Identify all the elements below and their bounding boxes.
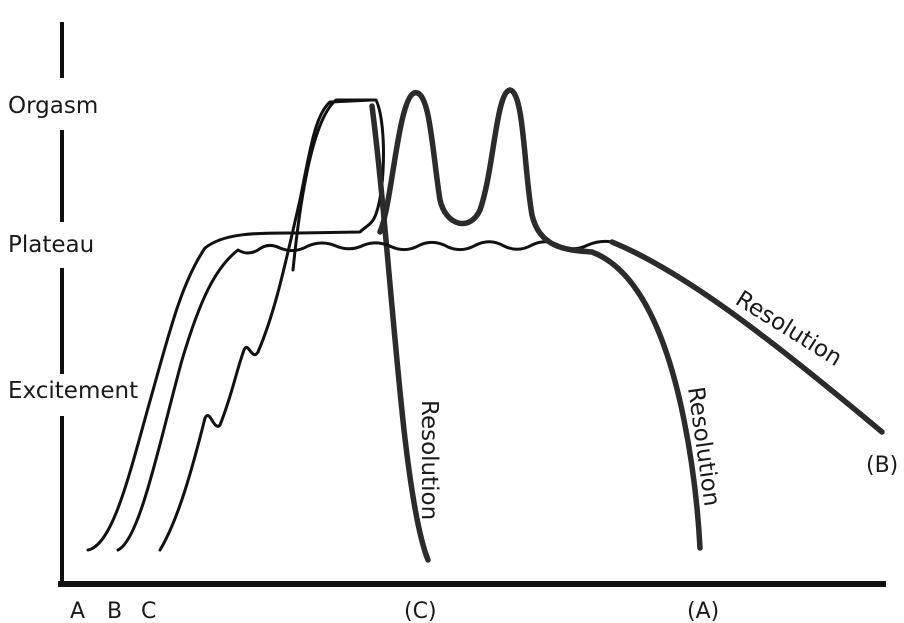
curve-c-resolution-path bbox=[369, 103, 431, 563]
curve-c-path bbox=[158, 98, 374, 552]
x-label-a-end: (A) bbox=[687, 599, 719, 623]
y-label-plateau: Plateau bbox=[8, 232, 94, 258]
curve-b-path bbox=[116, 239, 614, 552]
y-label-excitement: Excitement bbox=[8, 378, 138, 404]
resolution-label-c: Resolution bbox=[416, 400, 442, 520]
curve-multiple-orgasm-path bbox=[377, 87, 703, 551]
y-label-orgasm: Orgasm bbox=[8, 93, 98, 119]
x-label-c-end: (C) bbox=[404, 599, 437, 623]
x-label-b-start: B bbox=[107, 599, 122, 623]
axes bbox=[58, 22, 886, 587]
x-label-a-start: A bbox=[70, 599, 85, 623]
x-label-c-start: C bbox=[141, 599, 156, 623]
end-label-b: (B) bbox=[866, 453, 898, 478]
curve-b-resolution-path bbox=[609, 239, 885, 435]
curve-a-path bbox=[86, 98, 385, 552]
